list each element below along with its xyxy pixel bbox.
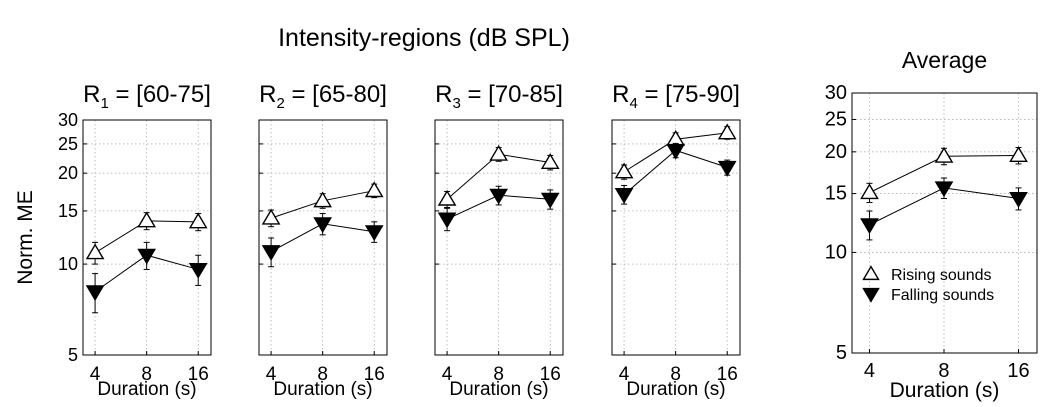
y-axis-label: Norm. ME [14,190,37,285]
legend-label: Falling sounds [891,287,994,304]
data-point [666,143,685,160]
data-point [364,181,384,198]
data-point [614,187,634,204]
data-point [188,262,208,279]
data-point [313,191,332,208]
panel-avg: 5 10 15 20 25 30 4 8 16 Duration (s) Average Rising… [825,47,1038,402]
x-tick-label: 4 [266,364,277,385]
data-point [261,208,281,225]
data-point [540,153,560,169]
y-tick-label: 10 [58,254,78,274]
data-point [934,181,954,198]
data-point [489,144,508,161]
series-falling [261,213,384,268]
axes-box [851,92,1038,354]
data-point [85,243,105,260]
figure-suptitle: Intensity-regions (dB SPL) [278,24,570,52]
legend-marker [862,287,880,303]
series-rising [261,181,384,228]
x-axis-label: Duration (s) [890,379,1000,402]
data-point [860,183,879,200]
panel-title: R3 = [70-85] [435,81,563,112]
series-falling [860,177,1028,241]
x-tick-label: 4 [619,364,630,385]
x-tick-label: 16 [1007,360,1029,382]
data-point [860,218,879,235]
data-point [261,245,281,261]
series-rising [85,211,208,265]
y-tick-label: 30 [58,110,78,130]
x-tick-label: 4 [442,364,453,385]
y-tick-label: 20 [58,163,78,183]
panel-title: Average [902,47,987,73]
x-tick-label: 16 [717,364,738,385]
data-point [364,225,384,242]
series-rising [437,144,560,208]
x-tick-label: 8 [317,364,328,385]
x-tick-label: 16 [188,364,209,385]
x-axis-label: Duration (s) [273,379,372,400]
legend: Rising sounds Falling sounds [862,265,994,304]
x-tick-label: 4 [90,364,101,385]
series-falling [437,185,560,232]
legend-marker [862,265,880,281]
data-point [437,189,457,206]
y-tick-label: 10 [825,241,847,263]
y-tick-label: 20 [825,141,847,163]
data-point [137,248,156,265]
series-falling [614,142,737,205]
x-axis-label: Duration (s) [626,379,725,400]
y-tick-label: 5 [68,345,78,365]
series-falling [85,241,208,314]
y-tick-label: 5 [836,342,847,364]
x-tick-label: 16 [364,364,385,385]
y-tick-label: 25 [825,108,847,130]
x-tick-label: 8 [141,364,152,385]
data-point [717,123,737,140]
data-point [437,212,457,229]
data-point [137,211,156,228]
data-point [188,212,208,229]
x-tick-label: 8 [670,364,681,385]
data-point [1009,146,1028,163]
data-point [540,192,560,209]
x-tick-label: 8 [938,360,949,382]
x-tick-label: 4 [864,360,875,382]
data-point [614,162,634,179]
legend-label: Rising sounds [891,267,992,284]
series-rising [860,146,1028,204]
data-point [85,285,105,302]
x-tick-label: 16 [540,364,561,385]
data-point [1009,192,1028,208]
y-tick-label: 25 [58,134,78,154]
data-point [313,217,332,234]
data-point [717,160,737,177]
y-tick-label: 15 [825,183,847,205]
y-tick-label: 30 [825,82,847,104]
x-tick-label: 8 [493,364,504,385]
panel-title: R2 = [65-80] [259,81,387,112]
panel-title: R4 = [75-90] [612,81,740,112]
data-point [489,188,508,205]
x-axis-label: Duration (s) [449,379,548,400]
data-point [934,146,954,163]
x-axis-label: Duration (s) [97,379,196,400]
panel-title: R1 = [60-75] [83,81,211,112]
y-tick-label: 15 [58,201,78,221]
